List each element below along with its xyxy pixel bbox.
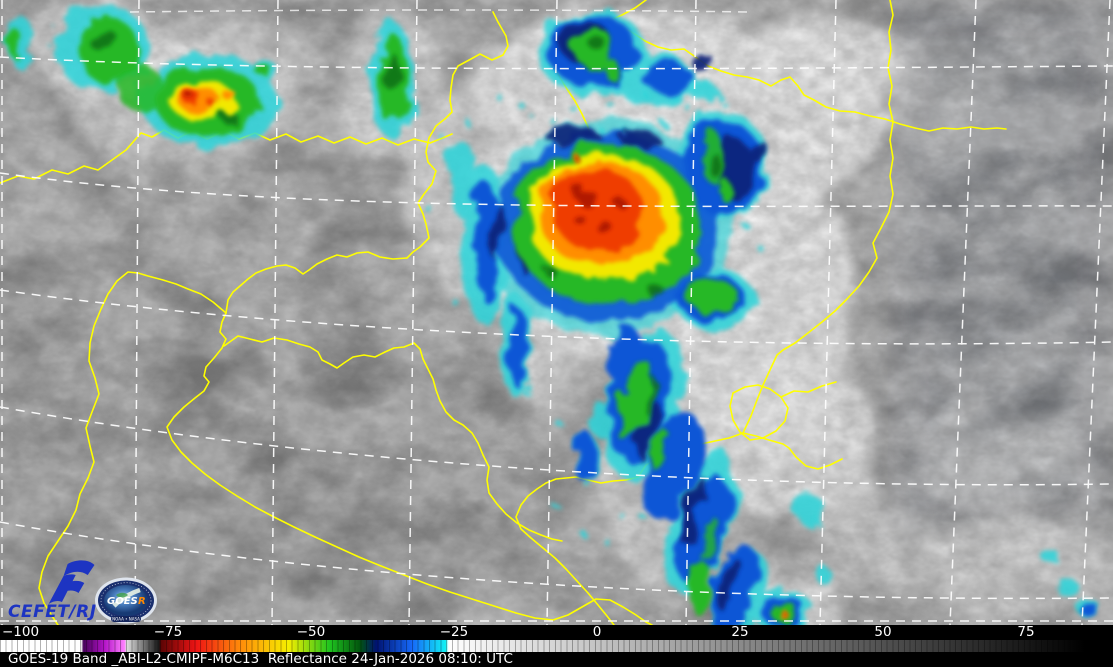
colorbar-tick: −50 bbox=[296, 624, 326, 640]
lon-grid-line bbox=[819, 0, 837, 625]
satellite-imagery: CEFET/RJ GOES R NOAA • NASA bbox=[0, 0, 1113, 625]
colorbar-tick: 0 bbox=[592, 624, 602, 640]
darkgreen-accents bbox=[92, 29, 722, 413]
lat-grid-line bbox=[129, 9, 751, 13]
colorbar-tick: −75 bbox=[153, 624, 183, 640]
goes-land-icon bbox=[116, 592, 128, 598]
colorbar-tick: −100 bbox=[2, 624, 40, 640]
lon-grid-line bbox=[546, 0, 558, 625]
lat-grid-line bbox=[0, 289, 1113, 345]
caption-text: GOES-19 Band _ABI-L2-CMIPF-M6C13 Reflect… bbox=[8, 651, 513, 667]
lat-grid-line bbox=[0, 172, 1113, 208]
lon-grid-line bbox=[685, 0, 697, 625]
goes-logo: GOES R NOAA • NASA bbox=[95, 577, 157, 624]
latlon-grid bbox=[0, 0, 1113, 625]
lon-grid-line bbox=[1081, 0, 1111, 625]
goes-footer-label: NOAA • NASA bbox=[112, 617, 140, 622]
colorbar-tick: 25 bbox=[731, 624, 749, 640]
lon-grid-line bbox=[134, 0, 140, 625]
colorbar-tick: 75 bbox=[1017, 624, 1035, 640]
goes-r-letter: R bbox=[138, 596, 146, 607]
lon-grid-line bbox=[408, 0, 418, 625]
image-caption: GOES-19 Band _ABI-L2-CMIPF-M6C13 Reflect… bbox=[0, 652, 1113, 667]
lat-grid-line bbox=[0, 521, 1113, 600]
goes-title: GOES bbox=[107, 596, 138, 607]
colorbar-tick-strip: −100 −75 −50 −25 0 25 50 75 bbox=[0, 625, 1113, 640]
lat-grid-line bbox=[0, 56, 1113, 70]
colorbar-tick: −25 bbox=[439, 624, 469, 640]
goes-swoosh-icon bbox=[112, 587, 141, 608]
darkred-specks bbox=[189, 96, 784, 614]
satellite-scene bbox=[0, 0, 1113, 625]
brightness-temperature-colorbar bbox=[0, 640, 1113, 652]
lon-grid-line bbox=[949, 0, 977, 625]
goes-banner bbox=[111, 616, 141, 622]
colorbar-tick: 50 bbox=[874, 624, 892, 640]
lon-grid-line bbox=[271, 0, 279, 625]
lat-grid-line bbox=[0, 406, 1113, 486]
